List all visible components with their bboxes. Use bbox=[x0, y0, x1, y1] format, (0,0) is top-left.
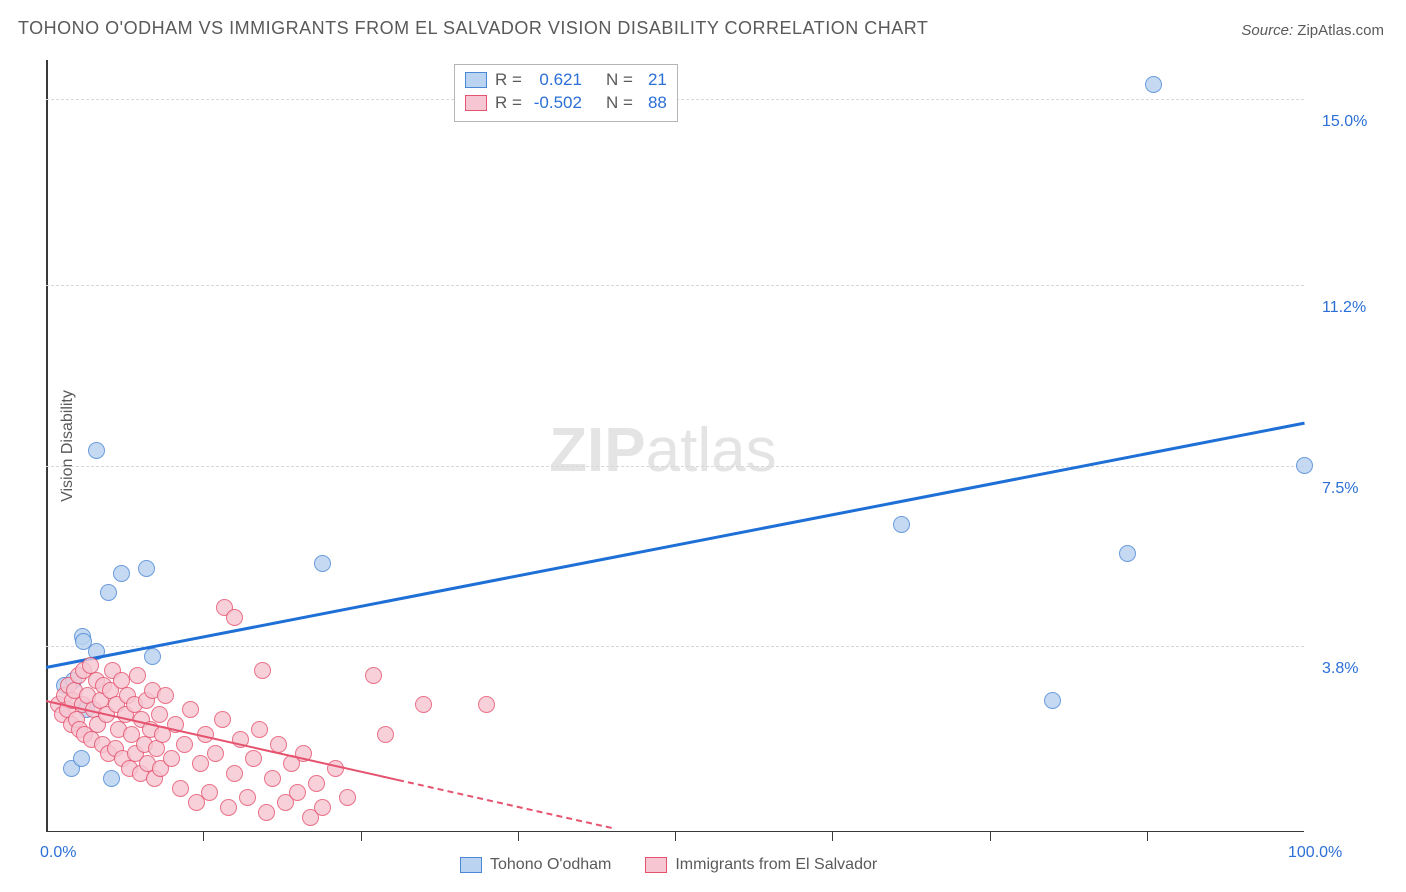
data-point bbox=[1296, 457, 1313, 474]
data-point bbox=[163, 750, 180, 767]
data-point bbox=[893, 516, 910, 533]
data-point bbox=[138, 560, 155, 577]
data-point bbox=[172, 780, 189, 797]
grid-line bbox=[46, 646, 1304, 647]
plot-area: ZIPatlas 3.8%7.5%11.2%15.0%0.0%100.0% bbox=[46, 60, 1304, 832]
x-tick bbox=[361, 832, 362, 841]
data-point bbox=[1119, 545, 1136, 562]
legend-row: R = -0.502 N = 88 bbox=[465, 92, 667, 115]
data-point bbox=[182, 701, 199, 718]
data-point bbox=[192, 755, 209, 772]
x-tick bbox=[832, 832, 833, 841]
data-point bbox=[258, 804, 275, 821]
grid-line bbox=[46, 466, 1304, 467]
legend-r-value: -0.502 bbox=[530, 92, 582, 115]
legend-n-label: N = bbox=[606, 69, 633, 92]
legend-item: Immigrants from El Salvador bbox=[645, 856, 877, 874]
x-max-label: 100.0% bbox=[1288, 844, 1346, 862]
series-legend: Tohono O'odham Immigrants from El Salvado… bbox=[460, 856, 877, 874]
legend-swatch bbox=[465, 72, 487, 88]
data-point bbox=[264, 770, 281, 787]
data-point bbox=[88, 442, 105, 459]
data-point bbox=[73, 750, 90, 767]
data-point bbox=[478, 696, 495, 713]
data-point bbox=[220, 799, 237, 816]
data-point bbox=[245, 750, 262, 767]
data-point bbox=[314, 555, 331, 572]
data-point bbox=[207, 745, 224, 762]
legend-r-label: R = bbox=[495, 69, 522, 92]
x-min-label: 0.0% bbox=[40, 844, 76, 862]
data-point bbox=[289, 784, 306, 801]
data-point bbox=[157, 687, 174, 704]
data-point bbox=[226, 609, 243, 626]
data-point bbox=[144, 648, 161, 665]
legend-n-value: 21 bbox=[641, 69, 667, 92]
data-point bbox=[176, 736, 193, 753]
data-point bbox=[339, 789, 356, 806]
data-point bbox=[415, 696, 432, 713]
data-point bbox=[129, 667, 146, 684]
data-point bbox=[308, 775, 325, 792]
legend-swatch bbox=[465, 95, 487, 111]
source-label: Source: bbox=[1241, 22, 1293, 39]
legend-item: Tohono O'odham bbox=[460, 856, 611, 874]
legend-label: Immigrants from El Salvador bbox=[675, 856, 877, 874]
x-tick bbox=[990, 832, 991, 841]
data-point bbox=[1044, 692, 1061, 709]
data-point bbox=[377, 726, 394, 743]
x-tick bbox=[1147, 832, 1148, 841]
trend-line bbox=[46, 422, 1305, 669]
data-point bbox=[100, 584, 117, 601]
y-tick-label: 7.5% bbox=[1322, 480, 1358, 498]
correlation-legend: R = 0.621 N = 21 R = -0.502 N = 88 bbox=[454, 64, 678, 122]
legend-label: Tohono O'odham bbox=[490, 856, 611, 874]
legend-n-label: N = bbox=[606, 92, 633, 115]
y-tick-label: 15.0% bbox=[1322, 113, 1367, 131]
data-point bbox=[103, 770, 120, 787]
data-point bbox=[201, 784, 218, 801]
y-tick-label: 11.2% bbox=[1322, 299, 1366, 317]
legend-n-value: 88 bbox=[641, 92, 667, 115]
data-point bbox=[151, 706, 168, 723]
data-point bbox=[226, 765, 243, 782]
chart-title: TOHONO O'ODHAM VS IMMIGRANTS FROM EL SAL… bbox=[18, 18, 928, 39]
watermark-bold: ZIP bbox=[549, 416, 645, 485]
watermark-light: atlas bbox=[646, 416, 777, 485]
x-tick bbox=[203, 832, 204, 841]
x-tick bbox=[675, 832, 676, 841]
source-value: ZipAtlas.com bbox=[1297, 22, 1384, 39]
data-point bbox=[365, 667, 382, 684]
data-point bbox=[239, 789, 256, 806]
data-point bbox=[254, 662, 271, 679]
legend-r-value: 0.621 bbox=[530, 69, 582, 92]
data-point bbox=[251, 721, 268, 738]
data-point bbox=[1145, 76, 1162, 93]
y-axis bbox=[46, 60, 48, 832]
source-attribution: Source: ZipAtlas.com bbox=[1241, 22, 1384, 39]
data-point bbox=[214, 711, 231, 728]
legend-swatch bbox=[645, 857, 667, 873]
legend-swatch bbox=[460, 857, 482, 873]
grid-line bbox=[46, 285, 1304, 286]
legend-r-label: R = bbox=[495, 92, 522, 115]
trend-line bbox=[398, 779, 612, 829]
data-point bbox=[113, 565, 130, 582]
y-tick-label: 3.8% bbox=[1322, 660, 1358, 678]
legend-row: R = 0.621 N = 21 bbox=[465, 69, 667, 92]
data-point bbox=[314, 799, 331, 816]
x-tick bbox=[518, 832, 519, 841]
watermark: ZIPatlas bbox=[549, 415, 776, 486]
